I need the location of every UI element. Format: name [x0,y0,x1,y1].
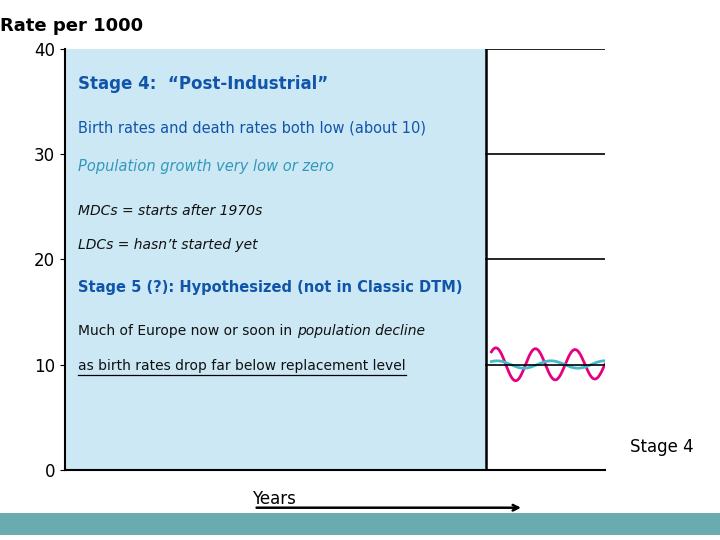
Text: Years: Years [252,490,296,509]
Text: Rate per 1000: Rate per 1000 [0,17,143,35]
Text: as birth rates drop far below replacement level: as birth rates drop far below replacemen… [78,359,406,373]
Text: MDCs = starts after 1970s: MDCs = starts after 1970s [78,205,263,219]
Text: Stage 4: Stage 4 [630,438,693,456]
Text: Stage 5 (?): Hypothesized (not in Classic DTM): Stage 5 (?): Hypothesized (not in Classi… [78,280,463,295]
Text: Much of Europe now or soon in: Much of Europe now or soon in [78,325,297,339]
Text: population decline: population decline [297,325,425,339]
Text: LDCs = hasn’t started yet: LDCs = hasn’t started yet [78,238,258,252]
Bar [65,49,486,470]
Text: Population growth very low or zero: Population growth very low or zero [78,159,334,174]
Text: Stage 4:  “Post-Industrial”: Stage 4: “Post-Industrial” [78,75,328,93]
Text: Birth rates and death rates both low (about 10): Birth rates and death rates both low (ab… [78,120,426,135]
